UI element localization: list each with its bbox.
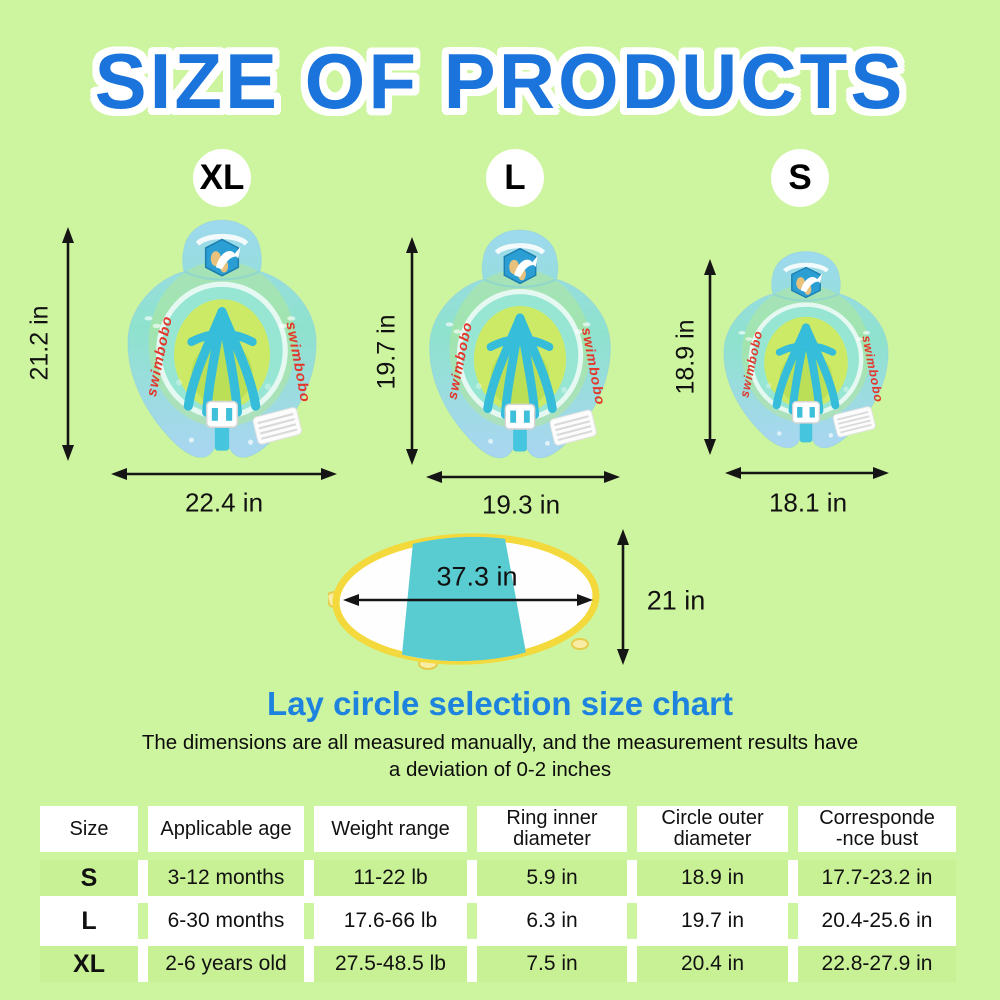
size-badge-l-label: L	[504, 158, 526, 197]
table-row-s: S 3-12 months 11-22 lb 5.9 in 18.9 in 17…	[40, 860, 956, 896]
measurement-disclaimer: The dimensions are all measured manually…	[0, 729, 1000, 783]
table-row-l: L 6-30 months 17.6-66 lb 6.3 in 19.7 in …	[40, 903, 956, 939]
size-table: Size Applicable age Weight range Ring in…	[40, 806, 956, 982]
lay-circle-width-label: 37.3 in	[436, 561, 518, 592]
header-size: Size	[40, 806, 138, 852]
table-row-xl: XL 2-6 years old 27.5-48.5 lb 7.5 in 20.…	[40, 946, 956, 982]
float-illustration-xl	[120, 216, 324, 472]
table-header-row: Size Applicable age Weight range Ring in…	[40, 806, 956, 852]
height-arrow-l	[406, 237, 418, 465]
header-correspondence-bust: Corresponde -nce bust	[798, 806, 956, 852]
height-label-xl: 21.2 in	[25, 305, 54, 381]
cell-ring: 7.5 in	[477, 946, 627, 982]
cell-bust: 22.8-27.9 in	[798, 946, 956, 982]
width-arrow-s	[725, 467, 889, 479]
width-arrow-xl	[111, 468, 337, 480]
lay-circle-illustration	[328, 532, 600, 670]
cell-outer: 20.4 in	[637, 946, 788, 982]
size-badge-xl: XL	[193, 149, 251, 207]
float-illustration-l	[422, 226, 618, 472]
width-label-l: 19.3 in	[481, 489, 561, 520]
size-badge-s: S	[771, 149, 829, 207]
cell-outer: 18.9 in	[637, 860, 788, 896]
cell-bust: 20.4-25.6 in	[798, 903, 956, 939]
cell-ring: 5.9 in	[477, 860, 627, 896]
lay-circle-height-label: 21 in	[646, 585, 706, 616]
cell-age: 6-30 months	[148, 903, 304, 939]
cell-ring: 6.3 in	[477, 903, 627, 939]
cell-bust: 17.7-23.2 in	[798, 860, 956, 896]
disclaimer-line-2: a deviation of 0-2 inches	[388, 758, 612, 781]
header-applicable-age: Applicable age	[148, 806, 304, 852]
cell-age: 2-6 years old	[148, 946, 304, 982]
width-arrow-l	[426, 471, 620, 483]
width-label-s: 18.1 in	[768, 487, 848, 518]
header-weight-range: Weight range	[314, 806, 467, 852]
cell-size: L	[40, 903, 138, 939]
lay-circle-height-arrow	[617, 529, 629, 665]
disclaimer-line-1: The dimensions are all measured manually…	[141, 731, 859, 754]
cell-outer: 19.7 in	[637, 903, 788, 939]
table-body: S 3-12 months 11-22 lb 5.9 in 18.9 in 17…	[40, 860, 956, 982]
header-circle-outer-diameter: Circle outer diameter	[637, 806, 788, 852]
width-label-xl: 22.4 in	[184, 487, 264, 518]
height-label-l: 19.7 in	[372, 314, 401, 390]
section-subtitle: Lay circle selection size chart	[267, 685, 733, 722]
size-badge-s-label: S	[788, 158, 812, 197]
cell-weight: 11-22 lb	[314, 860, 467, 896]
cell-weight: 17.6-66 lb	[314, 903, 467, 939]
cell-age: 3-12 months	[148, 860, 304, 896]
cell-size: S	[40, 860, 138, 896]
height-arrow-xl	[62, 227, 74, 461]
page-title: SIZE OF PRODUCTS	[94, 37, 906, 125]
size-badge-xl-label: XL	[199, 158, 245, 197]
height-label-s: 18.9 in	[671, 319, 700, 395]
header-ring-inner-diameter: Ring inner diameter	[477, 806, 627, 852]
size-badge-l: L	[486, 149, 544, 207]
cell-size: XL	[40, 946, 138, 982]
float-illustration-s	[717, 248, 895, 460]
height-arrow-s	[704, 259, 716, 455]
cell-weight: 27.5-48.5 lb	[314, 946, 467, 982]
